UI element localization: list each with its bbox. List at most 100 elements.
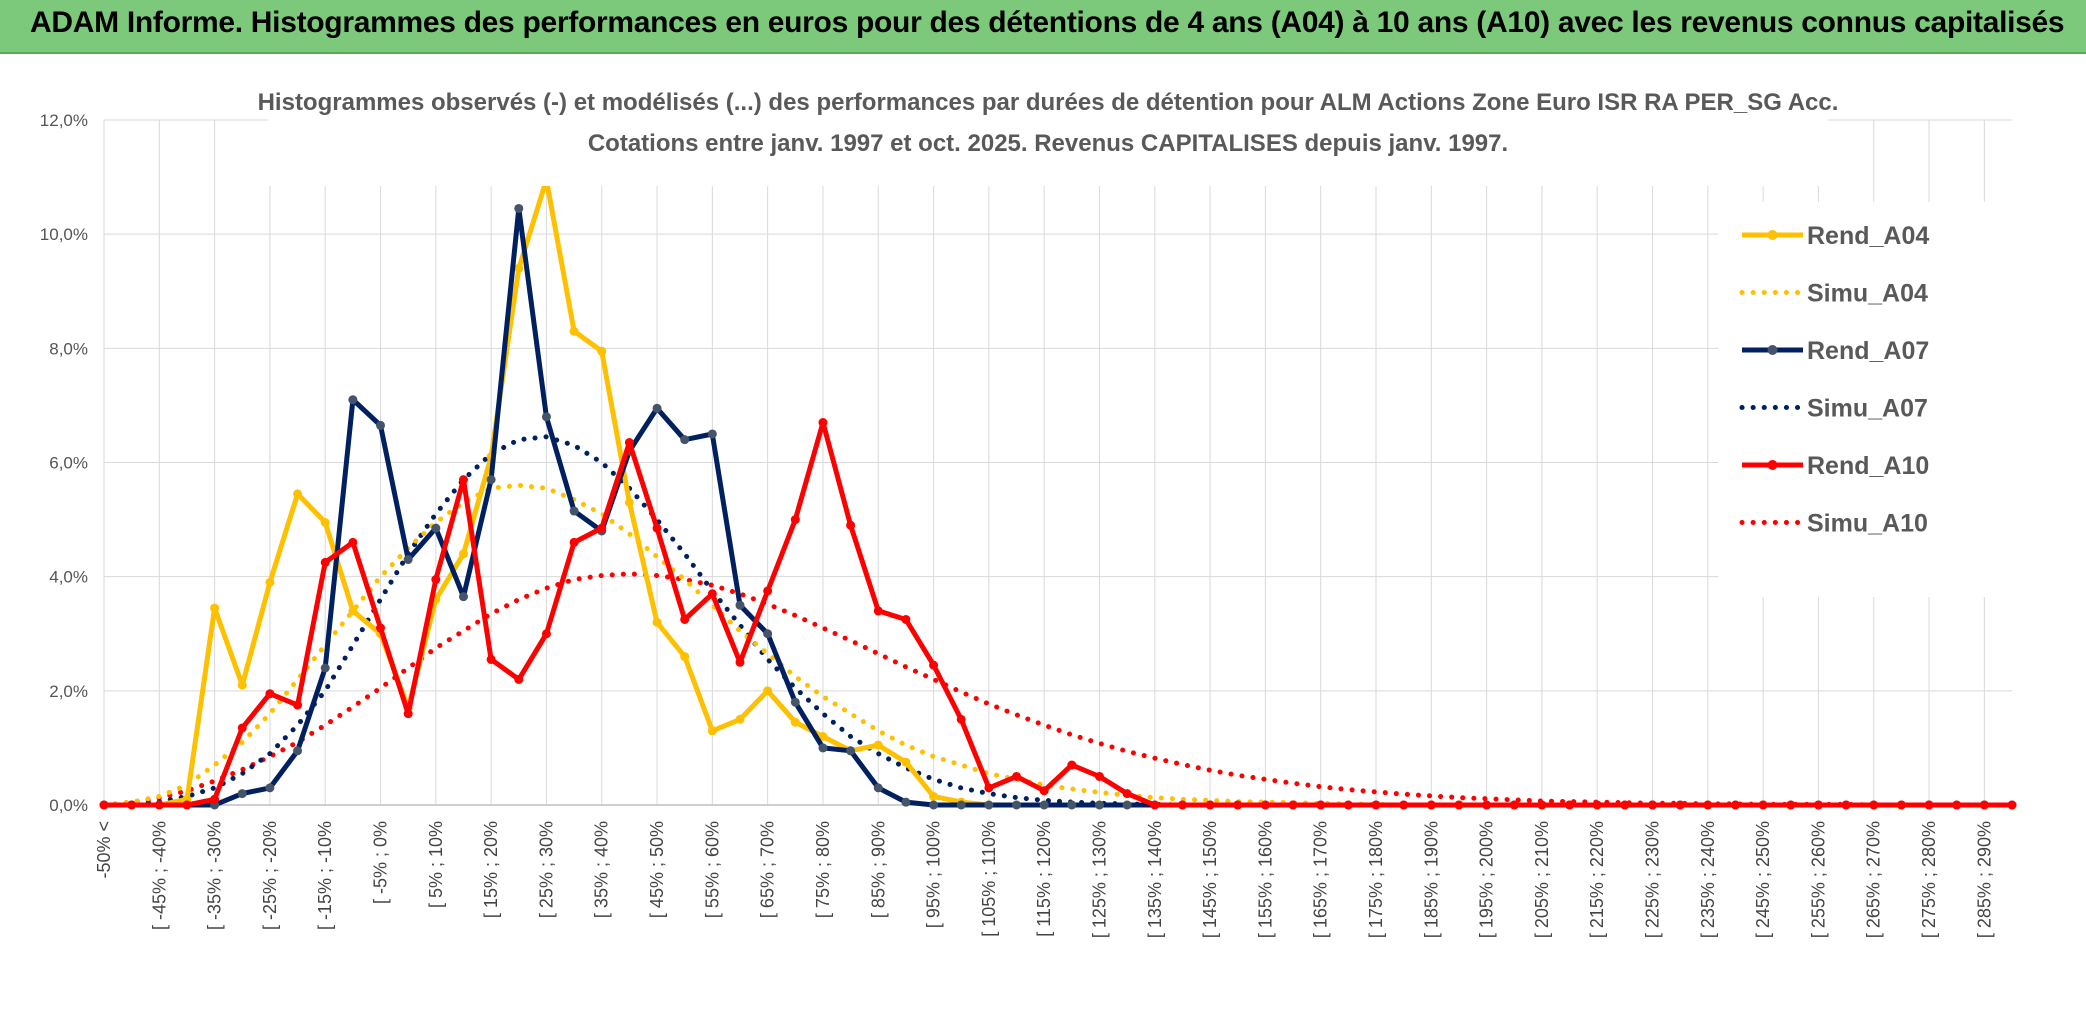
data-point-rend-a10 (1841, 800, 1851, 810)
data-point-rend-a04 (624, 497, 634, 507)
data-point-rend-a07 (790, 697, 800, 707)
data-point-rend-a07 (458, 592, 468, 602)
data-point-rend-a10 (1012, 771, 1022, 781)
x-tick-label: [ 185% ; 190% (1421, 821, 1441, 938)
data-point-rend-a07 (237, 789, 247, 799)
page-title: ADAM Informe. Histogrammes des performan… (30, 6, 2065, 39)
data-point-rend-a04 (237, 680, 247, 690)
x-tick-label: [ 175% ; 180% (1366, 821, 1386, 938)
data-point-rend-a07 (984, 800, 994, 810)
data-point-rend-a10 (182, 800, 192, 810)
data-point-rend-a10 (569, 537, 579, 547)
x-tick-label: [ 285% ; 290% (1974, 821, 1994, 938)
data-point-rend-a10 (1813, 800, 1823, 810)
data-point-rend-a07 (1012, 800, 1022, 810)
data-point-rend-a07 (763, 629, 773, 639)
data-point-rend-a04 (929, 791, 939, 801)
data-point-rend-a10 (486, 654, 496, 664)
data-point-rend-a10 (901, 614, 911, 624)
data-point-rend-a07 (818, 743, 828, 753)
data-point-rend-a07 (569, 506, 579, 516)
legend-label-simu-a07: Simu_A07 (1807, 395, 1928, 423)
data-point-rend-a10 (1565, 800, 1575, 810)
data-point-rend-a04 (818, 732, 828, 741)
x-tick-label: [ 255% ; 260% (1808, 821, 1828, 938)
data-point-rend-a10 (846, 520, 856, 530)
data-point-rend-a10 (1730, 800, 1740, 810)
legend-label-rend-a04: Rend_A04 (1807, 222, 1929, 250)
chart-title: Histogrammes observés (-) et modélisés (… (258, 89, 1839, 116)
data-point-rend-a10 (597, 523, 607, 533)
data-point-rend-a10 (763, 586, 773, 596)
data-point-rend-a10 (1288, 800, 1298, 810)
data-point-rend-a04 (293, 489, 303, 499)
data-point-rend-a04 (873, 740, 883, 750)
data-point-rend-a07 (735, 600, 745, 610)
data-point-rend-a04 (210, 603, 220, 613)
data-point-rend-a10 (1896, 800, 1906, 810)
x-tick-label: [ 35% ; 40% (592, 821, 612, 918)
x-tick-label: [ -25% ; -20% (260, 821, 280, 930)
data-point-rend-a04 (652, 617, 662, 627)
data-point-rend-a10 (127, 800, 137, 810)
x-tick-label: [ 275% ; 280% (1919, 821, 1939, 938)
data-point-rend-a07 (680, 435, 690, 445)
x-tick-label: [ 25% ; 30% (536, 821, 556, 918)
y-tick-label: 10,0% (40, 225, 88, 244)
data-point-rend-a07 (348, 395, 358, 405)
data-point-rend-a07 (929, 800, 939, 810)
data-point-rend-a10 (265, 689, 275, 699)
y-tick-label: 2,0% (49, 682, 88, 701)
data-point-rend-a10 (1094, 771, 1104, 781)
x-tick-label: [ 45% ; 50% (647, 821, 667, 918)
data-point-rend-a07 (320, 663, 330, 673)
data-point-rend-a04 (348, 606, 358, 616)
data-point-rend-a07 (431, 523, 441, 533)
data-point-rend-a10 (735, 657, 745, 667)
series-group (99, 175, 2017, 810)
x-tick-label: [ 215% ; 220% (1587, 821, 1607, 938)
data-point-rend-a07 (541, 412, 551, 422)
chart-svg: 0,0% 2,0% 4,0% 6,0% 8,0% 10,0% 12,0% -50% < [ -… (0, 54, 2086, 1033)
data-point-rend-a10 (652, 523, 662, 533)
data-point-rend-a04 (265, 577, 275, 587)
y-tick-label: 8,0% (49, 339, 88, 358)
legend-label-rend-a10: Rend_A10 (1807, 452, 1929, 480)
y-tick-label: 4,0% (49, 568, 88, 587)
x-tick-label: [ 195% ; 200% (1477, 821, 1497, 938)
data-point-rend-a10 (514, 674, 524, 684)
data-point-rend-a10 (1537, 800, 1547, 810)
data-point-rend-a07 (486, 475, 496, 485)
data-point-rend-a04 (320, 517, 330, 527)
data-point-rend-a07 (901, 797, 911, 807)
data-point-rend-a10 (1343, 800, 1353, 810)
legend-background (1718, 202, 2023, 597)
data-point-rend-a10 (1454, 800, 1464, 810)
data-point-rend-a10 (929, 660, 939, 670)
data-point-rend-a10 (99, 800, 109, 810)
x-tick-label: [ 235% ; 240% (1698, 821, 1718, 938)
data-point-rend-a10 (2007, 800, 2017, 810)
data-point-rend-a10 (1260, 800, 1270, 810)
data-point-rend-a10 (210, 794, 220, 804)
data-point-rend-a10 (1371, 800, 1381, 810)
data-point-rend-a10 (1177, 800, 1187, 810)
x-tick-label: [ 155% ; 160% (1255, 821, 1275, 938)
data-point-rend-a10 (458, 475, 468, 485)
x-axis: -50% < [ -45% ; -40% [ -35% ; -30% [ -25% ;… (94, 821, 1994, 938)
data-point-rend-a10 (1399, 800, 1409, 810)
data-point-rend-a10 (293, 700, 303, 710)
data-point-rend-a07 (265, 783, 275, 793)
data-point-rend-a10 (154, 800, 164, 810)
data-point-rend-a10 (348, 537, 358, 547)
x-tick-label: [ -35% ; -30% (205, 821, 225, 930)
header-banner: ADAM Informe. Histogrammes des performan… (0, 0, 2086, 54)
data-point-rend-a10 (790, 515, 800, 525)
data-point-rend-a10 (1482, 800, 1492, 810)
series-line-rend-a10 (104, 420, 2012, 808)
data-point-rend-a10 (873, 606, 883, 616)
data-point-rend-a10 (1648, 800, 1658, 810)
x-tick-label: [ 95% ; 100% (924, 821, 944, 928)
legend-marker-rend-a04 (1767, 230, 1778, 240)
data-point-rend-a10 (1067, 760, 1077, 770)
